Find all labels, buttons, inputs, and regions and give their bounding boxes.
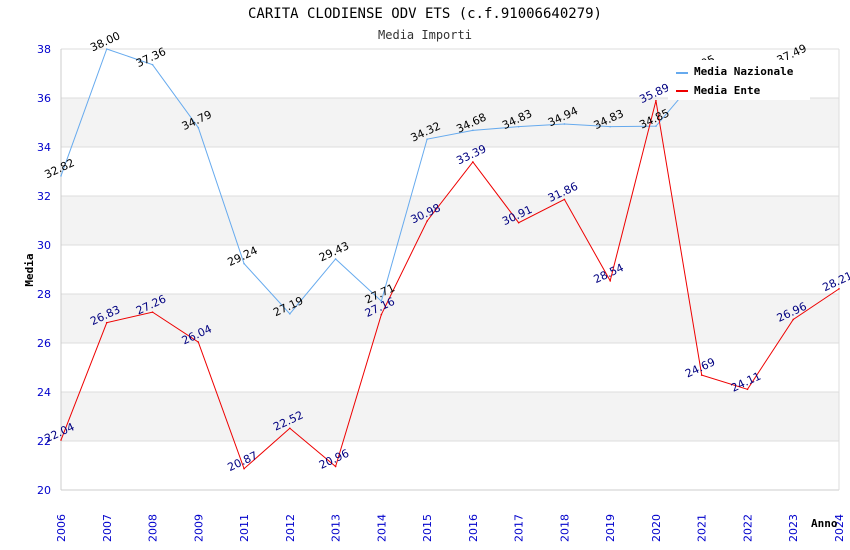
data-point (105, 48, 108, 50)
grid-band (61, 245, 839, 294)
grid-band (61, 294, 839, 343)
data-point (563, 123, 566, 125)
data-point (151, 311, 154, 313)
grid-bands (61, 49, 839, 490)
grid-band (61, 343, 839, 392)
data-point (655, 125, 657, 127)
y-tick-label: 32 (37, 190, 51, 203)
data-point (563, 198, 566, 201)
chart-title: CARITA CLODIENSE ODV ETS (c.f.9100664027… (248, 6, 602, 22)
x-tick-labels: 2006 2007 2008 2009 2011 2012 2013 2014 2015 2016… (55, 514, 846, 542)
series-lines (60, 48, 840, 470)
data-point (60, 175, 62, 177)
data-point (289, 313, 291, 315)
legend-background (668, 60, 810, 100)
x-tick-label: 2019 (604, 514, 617, 542)
data-point (243, 262, 245, 265)
x-tick-label: 2014 (375, 514, 388, 542)
data-point (517, 221, 520, 224)
data-point (700, 374, 703, 376)
x-tick-label: 2017 (513, 514, 526, 542)
data-point (197, 341, 200, 343)
data-point (655, 99, 657, 102)
legend: Media Nazionale Media Ente (668, 60, 810, 100)
grid-lines (61, 48, 839, 491)
x-tick-label: 2012 (284, 514, 297, 542)
data-point (472, 161, 474, 163)
data-point (289, 427, 291, 430)
grid-band (61, 196, 839, 245)
data-point (151, 63, 154, 66)
y-axis-title: Media (23, 253, 36, 286)
y-tick-label: 28 (37, 288, 51, 301)
grid-band (61, 147, 839, 196)
data-point (380, 300, 383, 302)
y-tick-label: 30 (37, 239, 51, 252)
data-point (517, 125, 520, 128)
data-point (380, 313, 383, 316)
data-point (197, 126, 200, 129)
x-tick-label: 2009 (192, 514, 205, 542)
y-tick-label: 24 (37, 386, 51, 399)
x-tick-label: 2013 (330, 514, 343, 542)
x-tick-label: 2006 (55, 514, 68, 542)
x-tick-label: 2024 (833, 514, 846, 542)
data-point (472, 129, 474, 132)
chart-subtitle: Media Importi (378, 28, 472, 42)
grid-band (61, 441, 839, 490)
x-tick-label: 2023 (787, 514, 800, 542)
y-tick-label: 20 (37, 484, 51, 497)
y-tick-label: 36 (37, 92, 51, 105)
y-tick-labels: 20 22 24 26 28 30 32 34 36 38 (37, 43, 51, 497)
axes (60, 49, 840, 491)
y-tick-label: 22 (37, 435, 51, 448)
x-tick-label: 2020 (650, 514, 663, 542)
grid-band (61, 98, 839, 147)
legend-label-nazionale: Media Nazionale (694, 65, 794, 78)
data-point (609, 279, 611, 282)
x-tick-label: 2015 (421, 514, 434, 542)
data-point (60, 439, 62, 441)
y-tick-label: 26 (37, 337, 51, 350)
y-tick-label: 38 (37, 43, 51, 56)
x-tick-label: 2021 (696, 514, 709, 542)
x-tick-label: 2022 (741, 514, 754, 542)
data-point (426, 220, 428, 222)
x-tick-label: 2011 (238, 514, 251, 542)
x-tick-label: 2018 (558, 514, 571, 542)
data-point (243, 467, 245, 470)
legend-label-ente: Media Ente (694, 84, 761, 97)
data-point (426, 138, 428, 140)
grid-band (61, 392, 839, 441)
data-point (746, 388, 749, 391)
data-point (609, 125, 611, 128)
data-point (334, 465, 337, 468)
x-tick-label: 2007 (101, 514, 114, 542)
series-line-1 (60, 100, 840, 470)
x-axis-title: Anno (811, 517, 838, 530)
data-point (792, 318, 795, 321)
data-point (838, 288, 840, 290)
data-point (334, 258, 337, 260)
x-tick-label: 2008 (147, 514, 160, 542)
x-tick-label: 2016 (467, 514, 480, 542)
y-tick-label: 34 (37, 141, 51, 154)
data-point (105, 321, 108, 324)
